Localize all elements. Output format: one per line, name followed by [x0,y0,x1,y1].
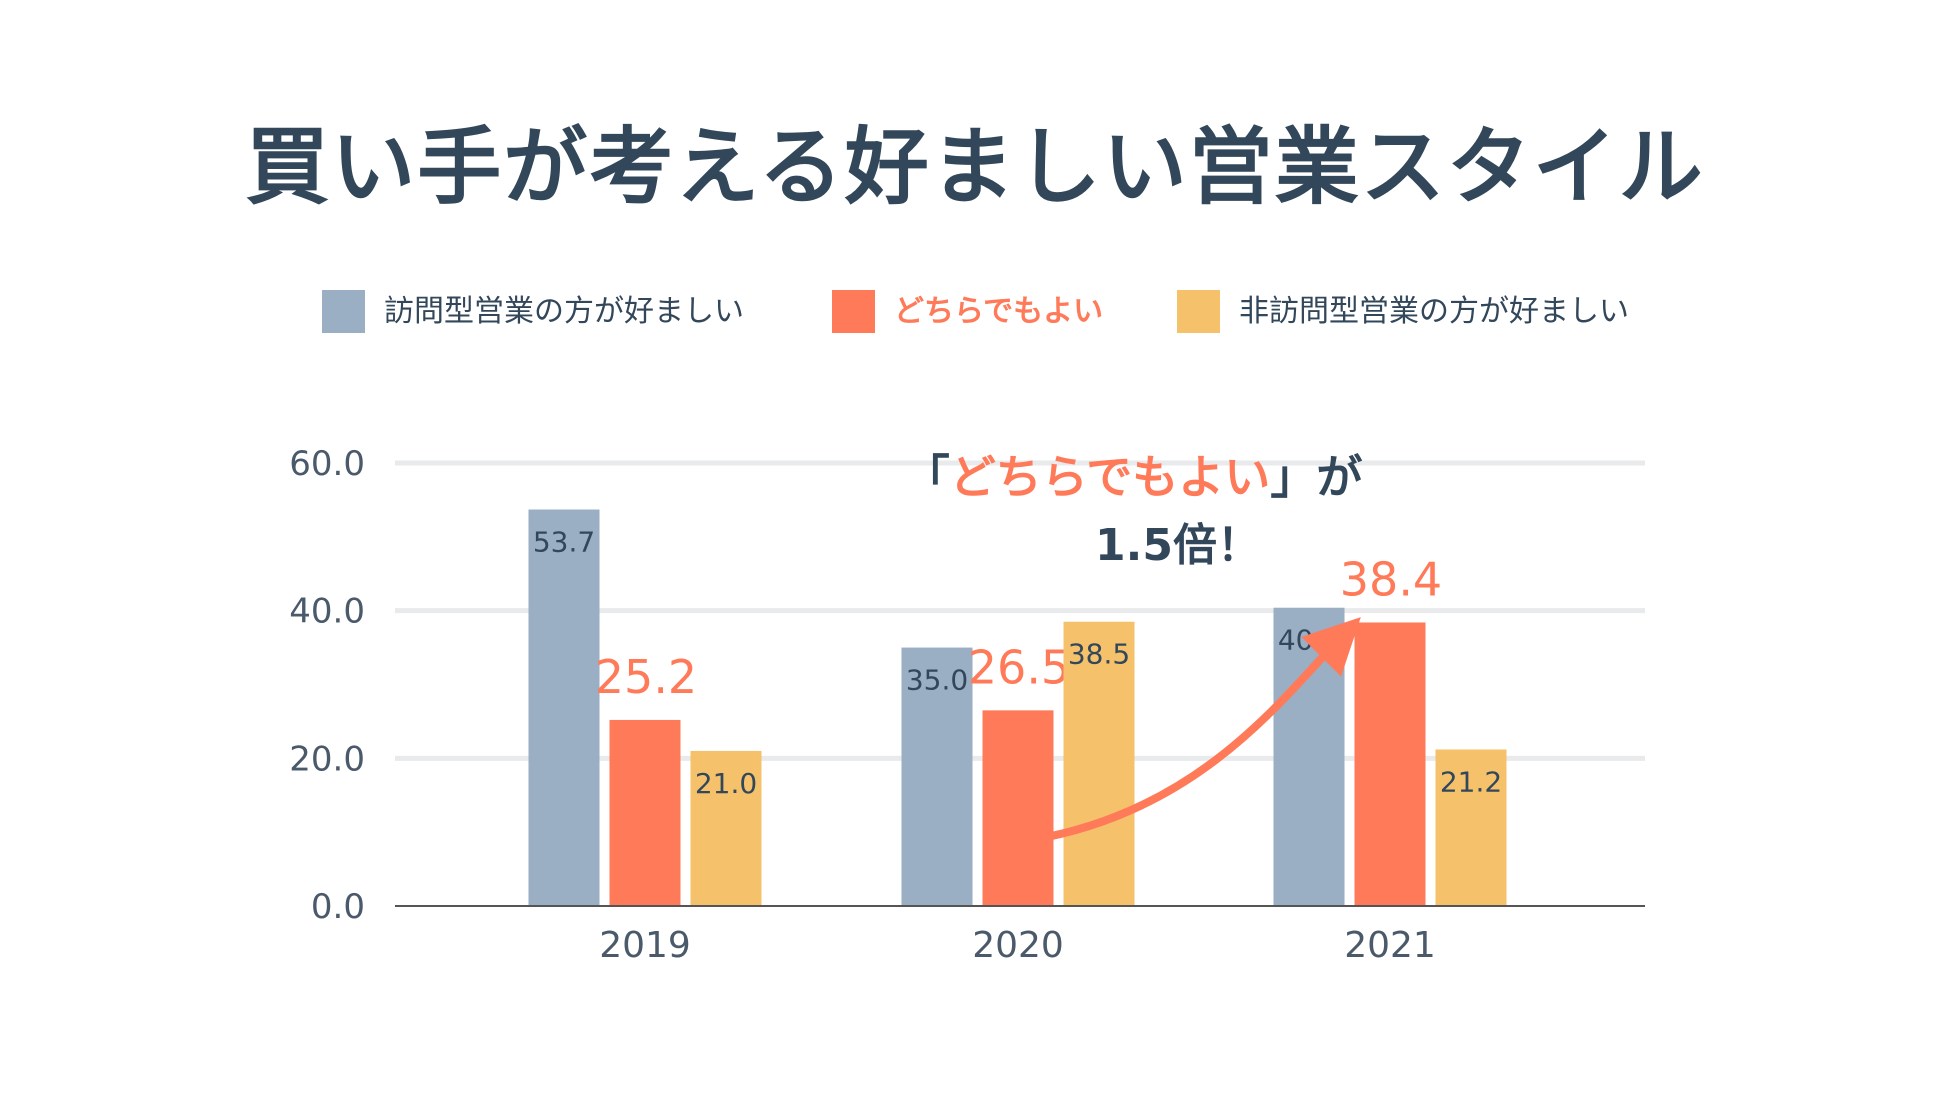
annotation-open-bracket: 「 [904,450,950,504]
growth-arrow [1029,617,1361,844]
data-label: 21.2 [1440,765,1502,798]
legend-swatch-1 [322,290,365,333]
bar-3-2019 [690,750,762,906]
data-label: 53.7 [533,526,595,559]
x-tick-label: 2020 [972,925,1064,966]
x-tick-label: 2021 [1344,925,1436,966]
annotation-highlight-text: どちらでもよい [950,450,1271,504]
y-tick-label: 60.0 [289,444,365,484]
y-tick-label: 40.0 [289,592,365,632]
y-tick-label: 0.0 [311,887,365,927]
legend-label-1: 訪問型営業の方が好ましい [384,294,744,329]
data-label: 38.5 [1068,638,1130,671]
annotation-line-2: 1.5倍！ [1095,520,1261,571]
data-label: 21.0 [695,767,757,800]
bar-3-2020 [1063,621,1135,906]
annotation-line-1: 「どちらでもよい」が [904,450,1363,504]
bar-2-2019 [609,719,681,906]
data-label: 35.0 [906,664,968,697]
chart-title: 買い手が考える好ましい営業スタイル [245,118,1705,216]
legend-swatch-3 [1177,290,1220,333]
data-label-highlight: 26.5 [968,640,1070,694]
legend-swatch-2 [832,290,875,333]
legend-label-2: どちらでもよい [894,294,1103,329]
bar-1-2019 [528,509,600,906]
data-label-highlight: 25.2 [595,650,697,704]
bar-1-2020 [901,647,973,906]
x-tick-label: 2019 [599,925,691,966]
bar-2-2020 [982,710,1054,906]
bar-3-2021 [1435,749,1507,906]
data-label-highlight: 38.4 [1340,552,1442,606]
bar-2-2021 [1354,622,1426,906]
annotation-close-text: 」が [1270,450,1362,504]
legend-label-3: 非訪問型営業の方が好ましい [1239,294,1629,329]
y-tick-label: 20.0 [289,739,365,779]
